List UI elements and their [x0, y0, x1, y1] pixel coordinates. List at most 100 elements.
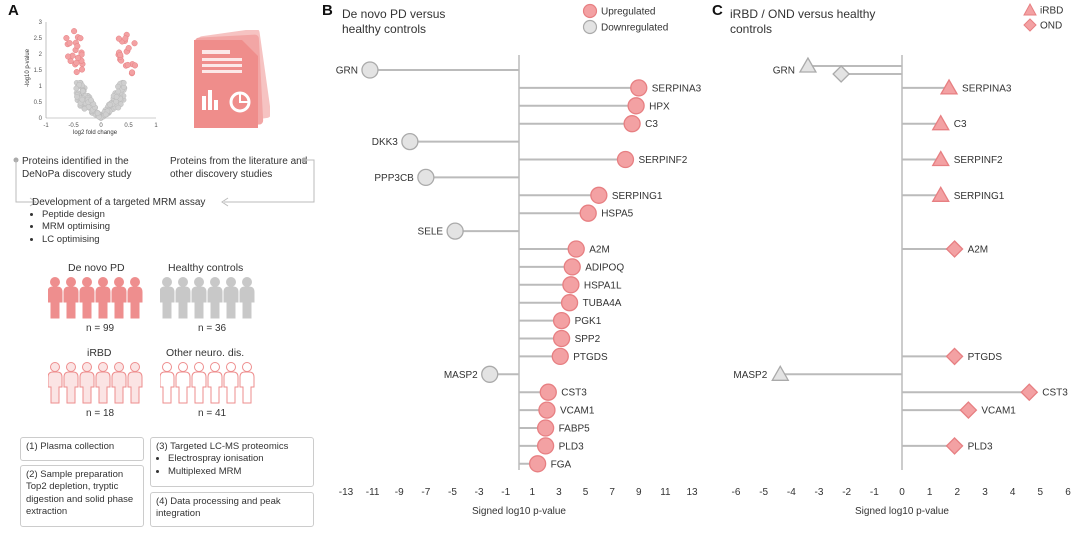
volcano-ytick: 3	[39, 20, 43, 26]
person-icon	[242, 362, 252, 372]
chart-c-xtick: 0	[899, 487, 905, 498]
chart-c-point-label: VCAM1	[981, 406, 1016, 417]
chart-c-legend-marker	[1023, 2, 1037, 16]
chart-b-xtick: 3	[556, 487, 562, 498]
chart-c-xtick: -1	[870, 487, 879, 498]
chart-b-point-label: HSPA1L	[584, 280, 622, 291]
chart-b-point	[536, 419, 555, 437]
chart-c-point-label: SERPINF2	[954, 155, 1003, 166]
chart-c-xtick: -6	[732, 487, 741, 498]
person-icon	[114, 277, 124, 287]
chart-b-xtick: -11	[366, 487, 380, 498]
volcano-point	[121, 80, 127, 86]
chart-b-point	[552, 311, 571, 330]
chart-b-point	[562, 276, 580, 294]
chart-b-point	[481, 365, 499, 383]
chart-b-point	[539, 383, 557, 401]
chart-c-point-label: PLD3	[968, 441, 993, 452]
chart-b-point-label: PTGDS	[573, 352, 608, 363]
volcano-point	[115, 88, 122, 95]
person-icon	[191, 286, 207, 319]
people-pd-icon	[48, 277, 143, 319]
person-icon	[207, 371, 223, 404]
chart-c-point-ond	[959, 401, 978, 420]
person-icon	[50, 362, 60, 372]
volcano-point-significant	[63, 35, 70, 42]
chart-b-point	[560, 294, 579, 312]
chart-c: GRN SERPINA3 C3 SERPINF2 SERPING1 A2M PTGDS MAS…	[732, 2, 1071, 517]
chart-b-xtick: -13	[339, 487, 354, 498]
chart-c-legend-marker	[1023, 18, 1037, 32]
chart-b-xtick: 7	[609, 487, 615, 498]
chart-c-xtick: 4	[1010, 487, 1016, 498]
person-icon	[239, 286, 255, 319]
group-n-hc: n = 36	[198, 323, 227, 334]
volcano-point-significant	[125, 45, 132, 52]
chart-b-point	[590, 186, 608, 204]
group-n-pd: n = 99	[86, 323, 115, 334]
chart-b-point	[536, 437, 555, 455]
chart-b-point-label: FABP5	[559, 424, 591, 435]
volcano-point-significant	[124, 61, 131, 68]
person-icon	[207, 286, 223, 319]
chart-b-point	[552, 329, 571, 348]
volcano-point-significant	[129, 69, 136, 76]
chart-b-point-label: VCAM1	[560, 406, 595, 417]
chart-b-xtick: 13	[686, 487, 698, 498]
chart-c-point-irbd	[931, 185, 950, 202]
chart-c-xtick: 3	[982, 487, 988, 498]
step-plasma-label: (1) Plasma collection	[26, 441, 115, 452]
person-icon	[223, 371, 239, 404]
proteins-discovery-text: Proteins identified in the DeNoPa discov…	[22, 156, 132, 180]
group-n-ond: n = 41	[198, 408, 227, 419]
chart-b-legend-marker	[582, 3, 598, 19]
chart-b-point-label: SERPING1	[612, 191, 663, 202]
chart-b-xtick: -5	[448, 487, 457, 498]
chart-c-xtick: 2	[955, 487, 961, 498]
mrm-item: LC optimising	[42, 234, 110, 246]
volcano-point	[115, 83, 121, 90]
person-icon	[98, 362, 108, 372]
chart-b-point	[627, 97, 645, 115]
chart-c-point-label: C3	[954, 119, 967, 130]
volcano-point	[76, 82, 83, 88]
chart-b-point-label: A2M	[589, 245, 610, 256]
chart-b-xtick: -9	[395, 487, 404, 498]
volcano-point-significant	[78, 66, 86, 73]
chart-c-legend-label: OND	[1040, 21, 1062, 32]
person-icon	[194, 277, 204, 287]
volcano-xtick: 0.5	[124, 123, 133, 129]
chart-c-point-irbd	[931, 150, 950, 167]
volcano-xlabel: log2 fold change	[73, 130, 118, 136]
chart-c-xtick: 6	[1065, 487, 1071, 498]
step-data-processing-label: (4) Data processing and peak integration	[156, 496, 281, 520]
step-sample-prep: (2) Sample preparation Top2 depletion, t…	[20, 465, 144, 527]
chart-b-point	[417, 168, 435, 187]
step-lcms-item: Multiplexed MRM	[168, 466, 308, 478]
person-icon	[48, 371, 63, 404]
chart-b-point-label: CST3	[561, 388, 587, 399]
chart-b-xtick: 9	[636, 487, 642, 498]
volcano-point	[74, 94, 80, 100]
person-icon	[66, 277, 76, 287]
mrm-item: MRM optimising	[42, 221, 110, 233]
chart-b-point	[567, 240, 585, 258]
volcano-ytick: 1.5	[34, 68, 43, 74]
person-icon	[127, 371, 143, 404]
volcano-point-significant	[73, 69, 80, 76]
volcano-point	[79, 96, 86, 103]
volcano-point	[81, 105, 88, 112]
group-name-irbd: iRBD	[87, 347, 112, 359]
person-icon	[82, 362, 92, 372]
person-icon	[160, 286, 175, 319]
chart-c-xlabel: Signed log10 p-value	[855, 506, 949, 517]
person-icon	[79, 286, 95, 319]
document-icon	[194, 30, 270, 128]
person-icon	[111, 371, 127, 404]
person-icon	[95, 371, 111, 404]
person-icon	[191, 371, 207, 404]
volcano-ylabel: -log10 p-value	[25, 48, 31, 88]
panel-letter-c: C	[712, 2, 723, 19]
volcano-ytick: 0.5	[34, 100, 43, 106]
chart-c-point-label: MASP2	[733, 370, 767, 381]
